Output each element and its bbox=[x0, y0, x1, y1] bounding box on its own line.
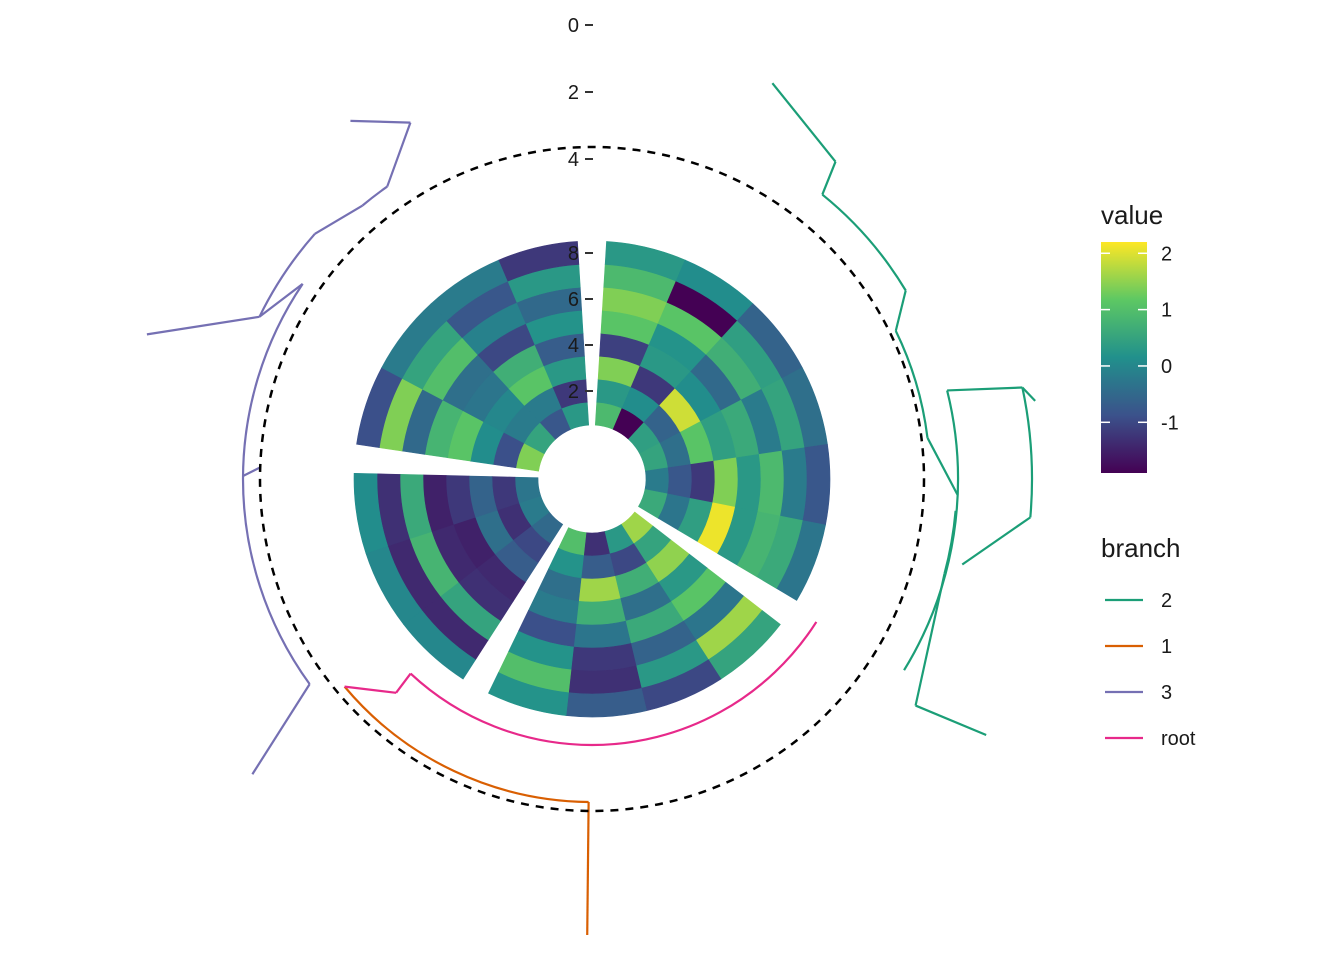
axis-tick-label: 2 bbox=[568, 82, 579, 104]
dendrogram-branch-2 bbox=[821, 161, 837, 195]
legend-branch-label: 3 bbox=[1161, 682, 1172, 704]
heatmap-cell bbox=[780, 447, 808, 521]
heatmap-cell bbox=[575, 598, 626, 626]
heatmap-cell bbox=[498, 241, 580, 282]
dendrogram-branch-root bbox=[409, 672, 593, 747]
heatmap-cell bbox=[802, 443, 831, 526]
legend-value: value 2 1 0 -1 bbox=[1101, 200, 1179, 473]
legend-value-tick-label: -1 bbox=[1161, 412, 1179, 434]
dendrogram-branch-3 bbox=[258, 233, 316, 318]
axis-tick-label: 8 bbox=[568, 243, 579, 265]
dendrogram-branch-2 bbox=[894, 330, 929, 438]
heatmap-cell bbox=[353, 472, 389, 554]
dendrogram-branch-3 bbox=[258, 282, 304, 318]
legend-value-tick-label: 1 bbox=[1161, 300, 1172, 322]
heatmap-cell bbox=[776, 520, 826, 601]
heatmap-cell bbox=[689, 460, 716, 504]
dendrogram-branch-2 bbox=[914, 573, 946, 706]
axis-tick-label: 2 bbox=[568, 381, 579, 403]
dendrogram-branch-3 bbox=[251, 683, 311, 775]
heatmap-cell bbox=[757, 450, 785, 517]
dendrogram-branch-2 bbox=[1021, 386, 1036, 402]
axis-tick-label: 4 bbox=[568, 335, 579, 357]
dendrogram-branch-1 bbox=[343, 685, 589, 804]
dendrogram-branch-2 bbox=[771, 82, 837, 163]
axis-tick-label: 0 bbox=[568, 15, 579, 37]
dendrogram-branch-root bbox=[395, 672, 412, 694]
dendrogram-branch-root bbox=[591, 621, 818, 747]
legend-branch-label: root bbox=[1161, 728, 1196, 750]
heatmap-cell bbox=[580, 553, 616, 580]
dendrogram-branch-2 bbox=[821, 193, 907, 292]
heatmap-cell bbox=[712, 457, 739, 508]
dendrogram-branch-3 bbox=[146, 315, 260, 336]
legend-value-colorbar bbox=[1101, 242, 1147, 473]
heatmap-cell bbox=[667, 464, 693, 499]
dendrogram-branch-3 bbox=[386, 122, 412, 187]
dendrogram-branch-3 bbox=[350, 119, 411, 124]
track-axis: 0 2 4 8 6 4 2 bbox=[568, 15, 593, 403]
dendrogram-branch-3 bbox=[242, 466, 261, 477]
heatmap-cell bbox=[570, 643, 637, 672]
heatmap-cell bbox=[573, 620, 632, 649]
legend-value-title: value bbox=[1101, 200, 1163, 230]
dendrogram-branch-3 bbox=[241, 283, 304, 480]
dendrogram-branch-root bbox=[344, 685, 397, 694]
legend-branch-label: 2 bbox=[1161, 590, 1172, 612]
dendrogram-branch-2 bbox=[943, 510, 957, 574]
legend-value-tick-label: 0 bbox=[1161, 356, 1172, 378]
axis-tick-label: 6 bbox=[568, 289, 579, 311]
dendrogram-branch-1 bbox=[586, 801, 590, 935]
dendrogram-branch-2 bbox=[1021, 387, 1034, 518]
dendrogram-branch-2 bbox=[947, 386, 1023, 392]
legend-branch: branch 2 1 3 root bbox=[1101, 533, 1196, 750]
dendrogram-branch-2 bbox=[961, 516, 1031, 566]
dendrogram-branch-2 bbox=[903, 390, 960, 671]
legend-branch-label: 1 bbox=[1161, 636, 1172, 658]
legend-value-tick-label: 2 bbox=[1161, 243, 1172, 265]
heatmap-cell bbox=[578, 575, 621, 603]
heatmap-cell bbox=[734, 454, 762, 513]
cut-height-circle bbox=[258, 145, 926, 813]
dendrogram-branch-2 bbox=[915, 704, 987, 736]
heatmap-cell bbox=[488, 672, 569, 716]
heatmap-layer bbox=[353, 241, 831, 718]
legend-branch-title: branch bbox=[1101, 533, 1181, 563]
dendrogram-branch-3 bbox=[314, 204, 364, 235]
dendrogram-branch-2 bbox=[894, 290, 907, 332]
dendrogram-branch-3 bbox=[241, 478, 311, 685]
dendrogram-branch-3 bbox=[361, 185, 388, 207]
dendrogram-layer bbox=[146, 82, 1036, 935]
axis-tick-label: 4 bbox=[568, 149, 579, 171]
dendrogram-branch-2 bbox=[926, 437, 959, 496]
